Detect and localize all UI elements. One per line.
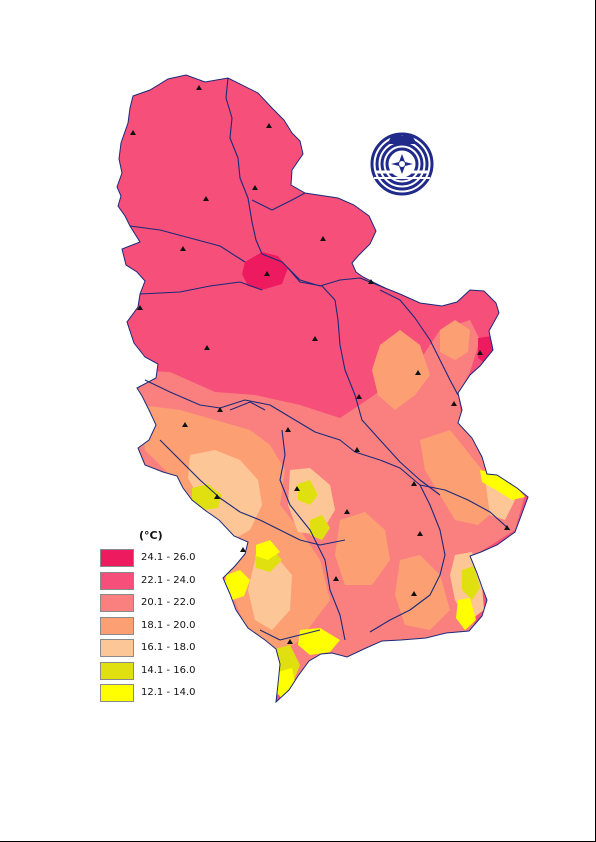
river-network	[129, 77, 511, 641]
triangle-icon	[214, 494, 220, 499]
temperature-zone	[298, 480, 318, 505]
triangle-icon	[182, 422, 188, 427]
legend-swatch	[100, 661, 134, 680]
triangle-icon	[411, 591, 417, 596]
triangle-icon	[415, 370, 421, 375]
river	[279, 429, 346, 641]
triangle-icon	[266, 123, 272, 128]
triangle-icon	[217, 407, 223, 412]
triangle-icon	[411, 481, 417, 486]
river	[229, 401, 266, 411]
triangle-icon	[204, 345, 210, 350]
triangle-icon	[320, 236, 326, 241]
river	[259, 629, 321, 641]
legend-item: 24.1 - 26.0	[100, 549, 240, 569]
legend-label: 22.1 - 24.0	[141, 574, 196, 586]
temperature-zone	[242, 252, 288, 290]
temperature-zone	[395, 555, 450, 630]
triangle-icon	[294, 486, 300, 491]
legend-item: 16.1 - 18.0	[100, 639, 240, 659]
river	[369, 484, 446, 633]
legend-item: 20.1 - 22.0	[100, 594, 240, 614]
river	[159, 439, 241, 513]
country-border	[116, 74, 529, 704]
legend-label: 20.1 - 22.0	[141, 597, 196, 608]
triangle-icon	[477, 350, 483, 355]
triangle-icon	[287, 639, 293, 644]
river	[225, 77, 263, 255]
legend-item: 12.1 - 14.0	[100, 684, 240, 704]
legend-unit: (°C)	[139, 529, 163, 542]
triangle-icon	[333, 576, 339, 581]
triangle-icon	[252, 185, 258, 190]
temperature-zone	[256, 540, 280, 560]
temperature-zone	[248, 555, 292, 630]
river	[139, 281, 263, 295]
temperature-zone	[480, 470, 525, 500]
temperature-zone	[224, 570, 250, 600]
legend-label: 24.1 - 26.0	[141, 552, 196, 563]
triangle-icon	[240, 547, 246, 552]
triangle-icon	[344, 509, 350, 514]
river	[129, 225, 246, 263]
river	[287, 267, 441, 496]
legend-swatch	[100, 616, 134, 635]
triangle-icon	[285, 427, 291, 432]
river	[239, 511, 301, 541]
river	[251, 192, 306, 211]
triangle-icon	[451, 401, 457, 406]
legend-label: 18.1 - 20.0	[141, 619, 196, 631]
legend-label: 16.1 - 18.0	[141, 642, 196, 653]
triangle-icon	[368, 279, 374, 284]
temperature-zone	[420, 430, 495, 525]
river	[144, 379, 356, 453]
river	[299, 539, 346, 546]
legend-swatch	[100, 571, 134, 590]
river	[379, 289, 441, 361]
temperature-zone	[440, 320, 470, 360]
triangle-icon	[312, 336, 318, 341]
legend-label: 12.1 - 14.0	[141, 687, 196, 698]
legend-item: 22.1 - 24.0	[100, 571, 240, 592]
temperature-zone	[372, 330, 430, 410]
temperature-zones	[130, 252, 525, 700]
legend-swatch	[100, 549, 134, 567]
triangle-icon	[180, 246, 186, 251]
river	[439, 359, 459, 396]
triangle-icon	[504, 525, 510, 530]
legend-swatch	[100, 594, 134, 612]
temperature-zone	[298, 628, 340, 655]
temperature-zone	[462, 566, 480, 600]
river	[354, 451, 421, 486]
triangle-icon	[356, 394, 362, 399]
temperature-zone	[188, 450, 262, 540]
legend-label: 14.1 - 16.0	[141, 664, 196, 676]
temperature-zone	[335, 512, 390, 585]
weather-stations	[130, 85, 510, 644]
legend-item: 14.1 - 16.0	[100, 661, 240, 682]
triangle-icon	[203, 196, 209, 201]
triangle-icon	[264, 271, 270, 276]
triangle-icon	[137, 305, 143, 310]
river	[419, 484, 511, 531]
legend-swatch	[100, 684, 134, 702]
temperature-zone	[456, 598, 476, 630]
temperature-zone	[192, 484, 222, 510]
legend-item: 18.1 - 20.0	[100, 616, 240, 637]
triangle-icon	[196, 85, 202, 90]
triangle-icon	[354, 447, 360, 452]
triangle-icon	[417, 531, 423, 536]
legend-swatch	[100, 639, 134, 657]
institution-logo-icon	[370, 132, 434, 196]
temperature-zone	[310, 515, 330, 540]
triangle-icon	[130, 130, 136, 135]
